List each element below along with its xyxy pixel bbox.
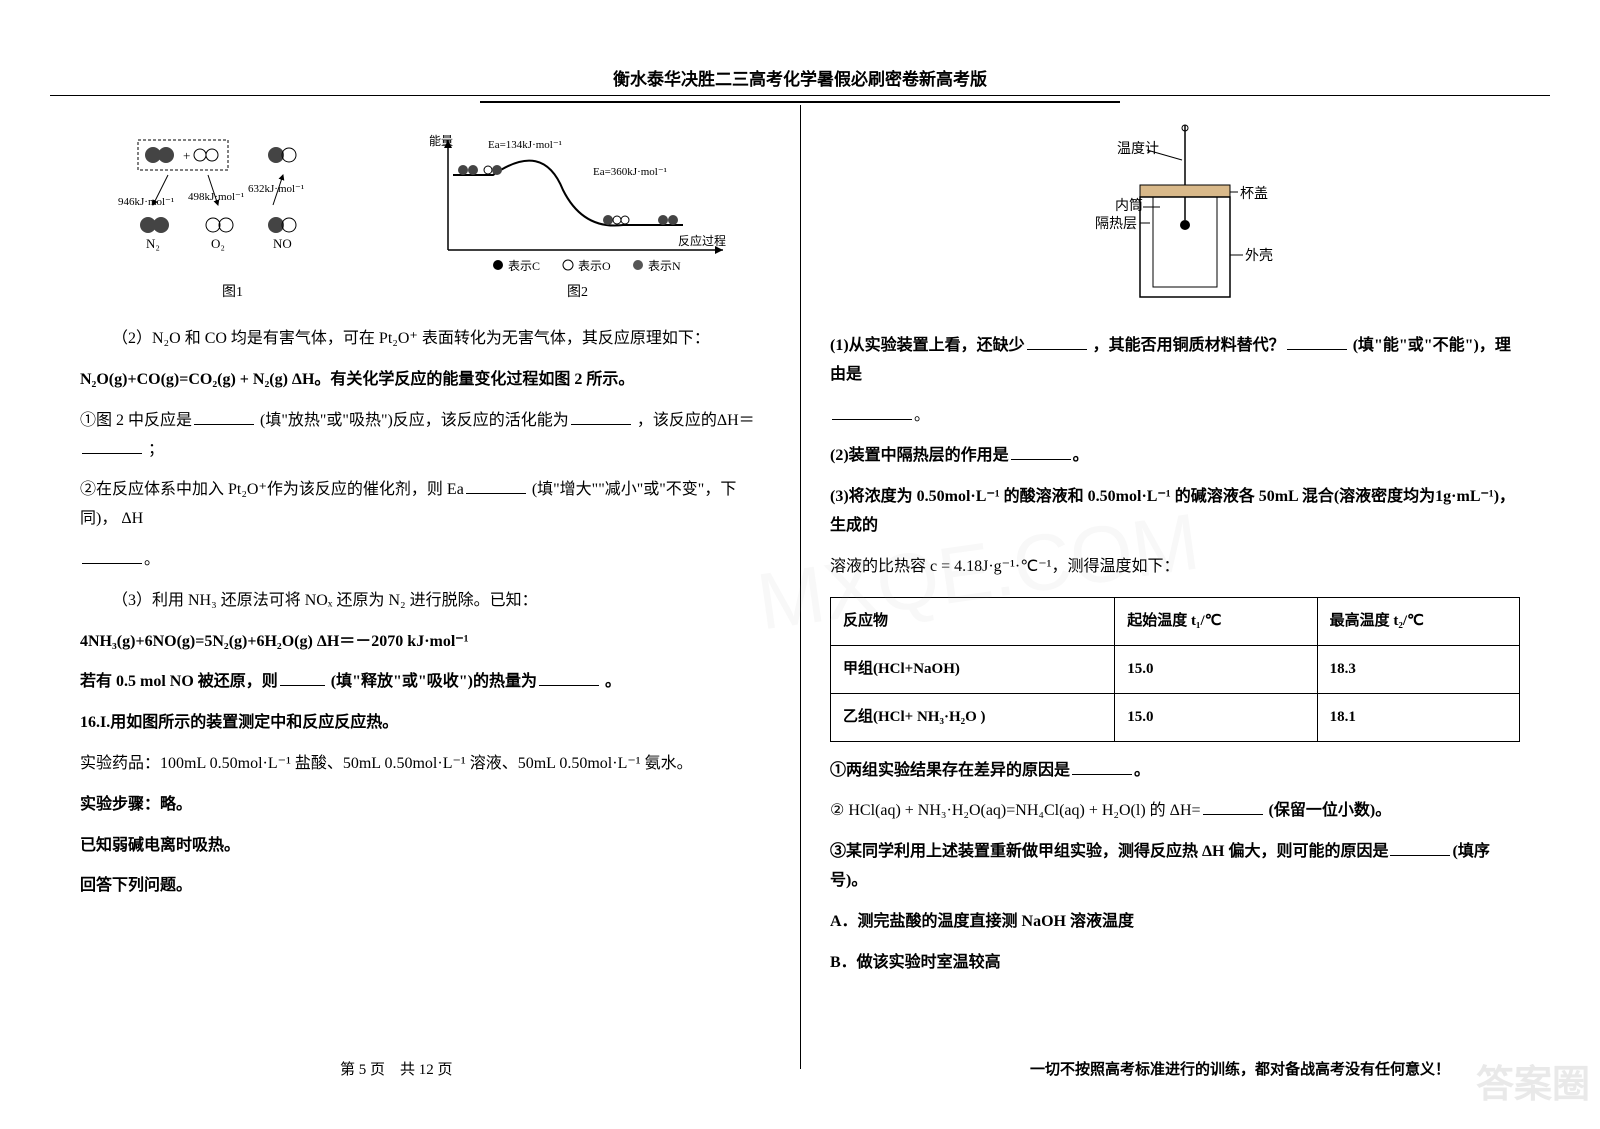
svg-text:温度计: 温度计 xyxy=(1117,141,1159,157)
q3-intro: （3）利用 NH₃ 还原法可将 NOₓ 还原为 N₂ 进行脱除。已知： xyxy=(80,587,770,616)
q16-reagent: 实验药品：100mL 0.50mol·L⁻¹ 盐酸、50mL 0.50mol·L… xyxy=(80,750,770,779)
svg-text:+: + xyxy=(183,148,190,163)
svg-text:表示C: 表示C xyxy=(508,259,540,273)
svg-text:反应过程: 反应过程 xyxy=(678,233,726,248)
r3-2: ② HCl(aq) + NH₃·H₂O(aq)=NH₄Cl(aq) + H₂O(… xyxy=(830,797,1520,826)
q3-question: 若有 0.5 mol NO 被还原，则 (填"释放"或"吸收")的热量为 。 xyxy=(80,668,770,697)
th-reactant: 反应物 xyxy=(831,597,1115,645)
left-column: + 946kJ·mol⁻¹ 498kJ·mol⁻¹ 632kJ·mol⁻¹ N₂… xyxy=(50,60,800,1089)
svg-text:外壳: 外壳 xyxy=(1245,247,1273,264)
svg-text:498kJ·mol⁻¹: 498kJ·mol⁻¹ xyxy=(188,191,244,203)
footer-motto: 一切不按照高考标准进行的训练，都对备战高考没有任何意义！ xyxy=(1030,1057,1450,1084)
svg-text:隔热层: 隔热层 xyxy=(1095,216,1137,232)
q3-equation: 4NH₃(g)+6NO(g)=5N₂(g)+6H₂O(g) ΔH＝－2070 k… xyxy=(80,628,770,657)
figures-row: + 946kJ·mol⁻¹ 498kJ·mol⁻¹ 632kJ·mol⁻¹ N₂… xyxy=(80,130,770,305)
r1-end: 。 xyxy=(830,402,1520,431)
watermark-logo: 答案圈 xyxy=(1476,1051,1590,1119)
page: + 946kJ·mol⁻¹ 498kJ·mol⁻¹ 632kJ·mol⁻¹ N₂… xyxy=(0,0,1600,1129)
figure-2-label: 图2 xyxy=(423,280,733,305)
q16-answer: 回答下列问题。 xyxy=(80,872,770,901)
table-header-row: 反应物 起始温度 t₁/℃ 最高温度 t₂/℃ xyxy=(831,597,1520,645)
q2-part1: ①图 2 中反应是 (填"放热"或"吸热")反应，该反应的活化能为 ，该反应的Δ… xyxy=(80,407,770,465)
svg-text:632kJ·mol⁻¹: 632kJ·mol⁻¹ xyxy=(248,183,304,195)
figure-2-svg: 能量 反应过程 Ea=134kJ·mol⁻¹ Ea=360kJ·mol⁻¹ 表示… xyxy=(423,130,733,280)
svg-text:Ea=134kJ·mol⁻¹: Ea=134kJ·mol⁻¹ xyxy=(488,139,562,151)
table-row: 甲组(HCl+NaOH) 15.0 18.3 xyxy=(831,645,1520,693)
figure-1-label: 图1 xyxy=(118,280,348,305)
figure-1-svg: + 946kJ·mol⁻¹ 498kJ·mol⁻¹ 632kJ·mol⁻¹ N₂… xyxy=(118,130,348,280)
q2-intro: （2）N₂O 和 CO 均是有害气体，可在 Pt₂O⁺ 表面转化为无害气体，其反… xyxy=(80,325,770,354)
svg-text:能量: 能量 xyxy=(429,134,453,148)
q16-known: 已知弱碱电离时吸热。 xyxy=(80,832,770,861)
calorimeter-svg: 温度计 内筒 杯盖 隔热层 外壳 xyxy=(1045,120,1305,320)
q2-part2-end: 。 xyxy=(80,546,770,575)
svg-text:Ea=360kJ·mol⁻¹: Ea=360kJ·mol⁻¹ xyxy=(593,166,667,178)
r3-1: ①两组实验结果存在差异的原因是。 xyxy=(830,757,1520,786)
r3-3-B: B．做该实验时室温较高 xyxy=(830,949,1520,978)
q2-equation: N₂O(g)+CO(g)=CO₂(g) + N₂(g) ΔH。有关化学反应的能量… xyxy=(80,366,770,395)
svg-text:O₂: O₂ xyxy=(211,236,225,251)
svg-text:NO: NO xyxy=(273,236,292,251)
r3-intro: (3)将浓度为 0.50mol·L⁻¹ 的酸溶液和 0.50mol·L⁻¹ 的碱… xyxy=(830,483,1520,541)
figure-2: 能量 反应过程 Ea=134kJ·mol⁻¹ Ea=360kJ·mol⁻¹ 表示… xyxy=(423,130,733,305)
svg-text:表示O: 表示O xyxy=(578,259,611,273)
q16-steps: 实验步骤：略。 xyxy=(80,791,770,820)
q2-part2: ②在反应体系中加入 Pt₂O⁺作为该反应的催化剂，则 Ea (填"增大""减小"… xyxy=(80,476,770,534)
q16-intro: 16.I.用如图所示的装置测定中和反应反应热。 xyxy=(80,709,770,738)
th-t1: 起始温度 t₁/℃ xyxy=(1115,597,1317,645)
svg-text:946kJ·mol⁻¹: 946kJ·mol⁻¹ xyxy=(118,196,174,208)
svg-text:杯盖: 杯盖 xyxy=(1240,186,1268,202)
r3-cp: 溶液的比热容 c = 4.18J·g⁻¹·℃⁻¹，测得温度如下： xyxy=(830,553,1520,582)
r2: (2)装置中隔热层的作用是。 xyxy=(830,442,1520,471)
r3-3-A: A．测完盐酸的温度直接测 NaOH 溶液温度 xyxy=(830,908,1520,937)
footer-page: 第 5 页 共 12 页 xyxy=(340,1057,453,1084)
th-t2: 最高温度 t₂/℃ xyxy=(1317,597,1519,645)
svg-text:表示N: 表示N xyxy=(648,259,681,273)
figure-1: + 946kJ·mol⁻¹ 498kJ·mol⁻¹ 632kJ·mol⁻¹ N₂… xyxy=(118,130,348,305)
svg-text:内筒: 内筒 xyxy=(1115,197,1143,214)
r1: (1)从实验装置上看，还缺少 ，其能否用铜质材料替代？ (填"能"或"不能")，… xyxy=(830,332,1520,390)
svg-text:N₂: N₂ xyxy=(146,236,160,251)
temperature-table: 反应物 起始温度 t₁/℃ 最高温度 t₂/℃ 甲组(HCl+NaOH) 15.… xyxy=(830,597,1520,742)
table-row: 乙组(HCl+ NH₃·H₂O ) 15.0 18.1 xyxy=(831,693,1520,741)
right-column: 温度计 内筒 杯盖 隔热层 外壳 (1)从实验装置上看，还缺少 ，其能否用铜质材… xyxy=(800,60,1550,1089)
r3-3: ③某同学利用上述装置重新做甲组实验，测得反应热 ΔH 偏大，则可能的原因是(填序… xyxy=(830,838,1520,896)
